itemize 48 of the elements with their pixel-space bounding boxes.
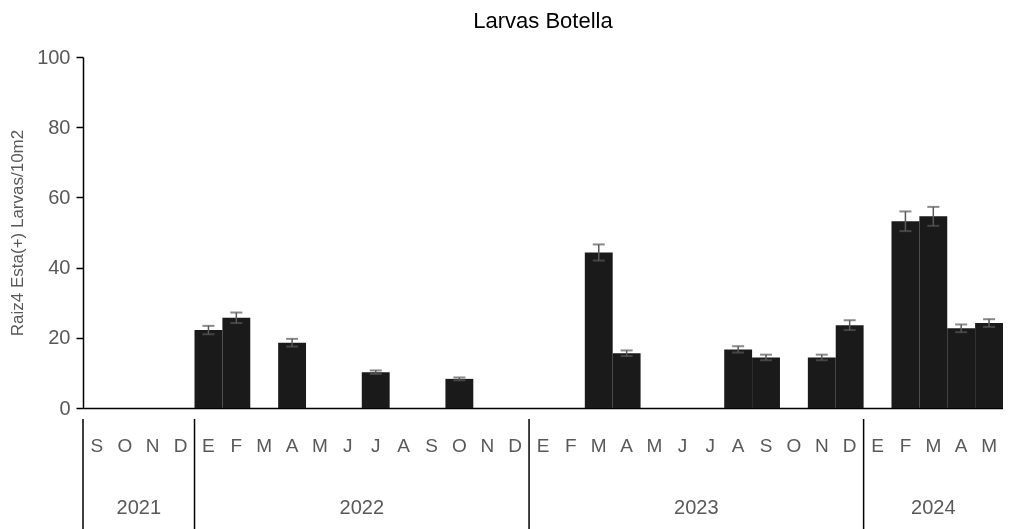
bar: [278, 342, 307, 408]
x-tick-label: S: [90, 434, 104, 456]
y-tick-label: 0: [59, 396, 71, 419]
x-tick-label: D: [173, 434, 188, 456]
bar: [445, 378, 474, 408]
x-tick-label: N: [814, 434, 829, 456]
x-tick-label: D: [842, 434, 857, 456]
x-tick-label: M: [312, 434, 328, 456]
x-tick-label: J: [677, 434, 688, 456]
x-tick-label: A: [954, 434, 968, 456]
x-tick-label: M: [590, 434, 607, 456]
x-tick-label: D: [508, 434, 522, 456]
text: 2024: [911, 495, 956, 518]
x-tick-label: M: [981, 434, 997, 456]
y-tick-label: 60: [48, 185, 71, 208]
x-tick-label: F: [230, 434, 243, 456]
x-tick-label: F: [565, 434, 577, 456]
x-tick-label: N: [145, 434, 160, 456]
x-tick-label: E: [202, 434, 215, 456]
x-tick-label: M: [925, 434, 942, 456]
y-axis-title: Raiz4 Esta(+) Larvas/10m2: [8, 129, 28, 337]
x-tick-label: A: [285, 434, 299, 456]
x-tick-label: J: [343, 434, 353, 456]
y-tick-label: 100: [37, 45, 71, 68]
x-tick-label: F: [899, 434, 912, 456]
bar: [361, 372, 390, 408]
x-tick-label: A: [731, 434, 745, 456]
x-tick-label: A: [620, 434, 634, 456]
x-tick-label: N: [480, 434, 495, 456]
chart-title: Larvas Botella: [473, 8, 614, 33]
x-tick-label: E: [536, 434, 550, 456]
text: 2023: [674, 495, 719, 518]
x-tick-label: E: [871, 434, 884, 456]
x-tick-label: M: [256, 434, 273, 456]
x-tick-label: O: [117, 434, 133, 456]
x-tick-label: J: [705, 434, 716, 456]
x-tick-label: M: [646, 434, 663, 456]
text: 2022: [339, 495, 385, 518]
y-tick-label: 40: [48, 256, 71, 279]
text: 2021: [116, 495, 162, 518]
y-tick-label: 80: [48, 115, 71, 138]
x-tick-label: J: [370, 434, 381, 456]
x-tick-label: O: [786, 434, 802, 456]
x-tick-label: O: [451, 434, 467, 456]
x-tick-label: A: [397, 434, 411, 456]
y-tick-label: 20: [48, 326, 71, 349]
x-tick-label: S: [425, 434, 438, 456]
x-tick-label: S: [759, 434, 773, 456]
